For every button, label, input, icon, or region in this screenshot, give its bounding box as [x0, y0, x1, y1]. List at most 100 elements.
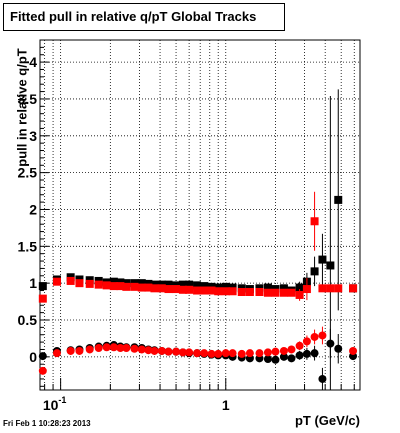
data-point-square: [185, 280, 194, 289]
data-point-square: [172, 285, 181, 294]
data-point-circle: [295, 341, 304, 350]
data-point-square: [326, 261, 335, 270]
data-point-square: [85, 279, 94, 288]
data-point-square: [279, 288, 288, 297]
data-point-square: [102, 281, 111, 290]
data-point-circle: [271, 355, 280, 364]
data-point-square: [263, 288, 272, 297]
data-point-circle: [279, 346, 288, 355]
data-point-circle: [287, 354, 296, 363]
data-point-square: [318, 255, 327, 264]
data-point-circle: [263, 348, 272, 357]
data-point-square: [263, 283, 272, 292]
y-tick-label: 1.5: [18, 238, 38, 254]
data-point-circle: [302, 349, 311, 358]
data-point-square: [207, 286, 216, 295]
data-point-square: [178, 280, 187, 289]
data-point-square: [193, 286, 202, 295]
data-point-circle: [85, 345, 94, 354]
data-point-circle: [214, 349, 223, 358]
data-point-circle: [326, 339, 335, 348]
data-point-square: [295, 283, 304, 292]
series-3: [38, 326, 358, 375]
data-point-square: [150, 284, 159, 293]
data-point-circle: [109, 343, 118, 352]
data-point-circle: [334, 344, 343, 353]
data-point-circle: [295, 351, 304, 360]
data-point-square: [185, 285, 194, 294]
data-point-square: [221, 282, 230, 291]
y-tick-label: 0.5: [18, 312, 38, 328]
data-point-square: [228, 287, 237, 296]
data-point-circle: [38, 352, 47, 361]
data-point-square: [271, 288, 280, 297]
data-point-circle: [228, 349, 237, 358]
data-point-square: [75, 279, 84, 288]
data-point-square: [193, 281, 202, 290]
y-tick-label: 1: [29, 275, 37, 291]
y-tick-label: 2: [29, 201, 37, 217]
data-point-square: [302, 285, 311, 294]
data-point-circle: [207, 349, 216, 358]
series-1: [38, 328, 358, 390]
data-point-circle: [137, 345, 146, 354]
data-point-square: [130, 282, 139, 291]
data-point-square: [237, 288, 246, 296]
series-0: [38, 89, 358, 390]
data-point-square: [334, 195, 343, 204]
data-point-square: [157, 284, 166, 293]
y-tick-label: 3.5: [18, 91, 38, 107]
data-point-circle: [122, 344, 131, 352]
y-tick-label: 2.5: [18, 165, 38, 181]
data-point-square: [66, 276, 75, 285]
data-point-circle: [221, 349, 230, 358]
chart-title: Fitted pull in relative q/pT Global Trac…: [3, 3, 285, 31]
data-point-square: [200, 286, 209, 295]
data-point-circle: [66, 346, 75, 355]
data-point-square: [144, 283, 153, 292]
data-point-circle: [52, 349, 61, 358]
y-tick-label: 4: [29, 54, 37, 70]
y-tick-label: 0: [29, 349, 37, 365]
data-point-circle: [245, 349, 254, 358]
data-point-circle: [310, 332, 319, 341]
data-point-square: [164, 285, 173, 294]
data-point-square: [221, 287, 230, 296]
data-point-square: [109, 277, 118, 286]
data-point-circle: [263, 355, 272, 364]
data-point-square: [318, 284, 327, 293]
data-point-square: [310, 217, 319, 226]
series-2: [38, 191, 358, 303]
data-point-circle: [185, 348, 194, 357]
data-point-circle: [157, 346, 166, 355]
data-point-circle: [150, 346, 159, 355]
data-point-square: [200, 282, 209, 291]
data-point-circle: [302, 337, 311, 346]
data-point-circle: [193, 349, 202, 358]
data-point-circle: [144, 346, 153, 355]
x-tick-label: 10-1: [43, 395, 67, 413]
data-point-circle: [116, 344, 125, 352]
data-point-circle: [94, 344, 103, 352]
data-point-circle: [237, 349, 246, 358]
axes: 0 0.5 1 1.5 2 2.5 3 3.5 4 10-1 1: [18, 39, 361, 413]
x-tick-label: 1: [222, 397, 230, 413]
data-point-square: [137, 283, 146, 292]
data-point-square: [245, 288, 254, 296]
timestamp: Fri Feb 1 10:28:23 2013: [3, 419, 91, 428]
data-point-square: [255, 288, 264, 296]
data-point-square: [279, 284, 288, 293]
data-point-circle: [172, 347, 181, 356]
data-point-circle: [164, 347, 173, 356]
data-point-circle: [318, 331, 327, 340]
data-point-square: [38, 294, 47, 303]
data-series: [38, 89, 358, 390]
data-point-square: [38, 282, 47, 291]
data-point-square: [116, 282, 125, 291]
data-point-square: [349, 284, 358, 293]
x-axis-label: pT (GeV/c): [294, 413, 360, 428]
data-point-square: [94, 280, 103, 289]
data-point-square: [287, 288, 296, 297]
data-point-square: [310, 267, 319, 276]
data-point-square: [52, 277, 61, 286]
